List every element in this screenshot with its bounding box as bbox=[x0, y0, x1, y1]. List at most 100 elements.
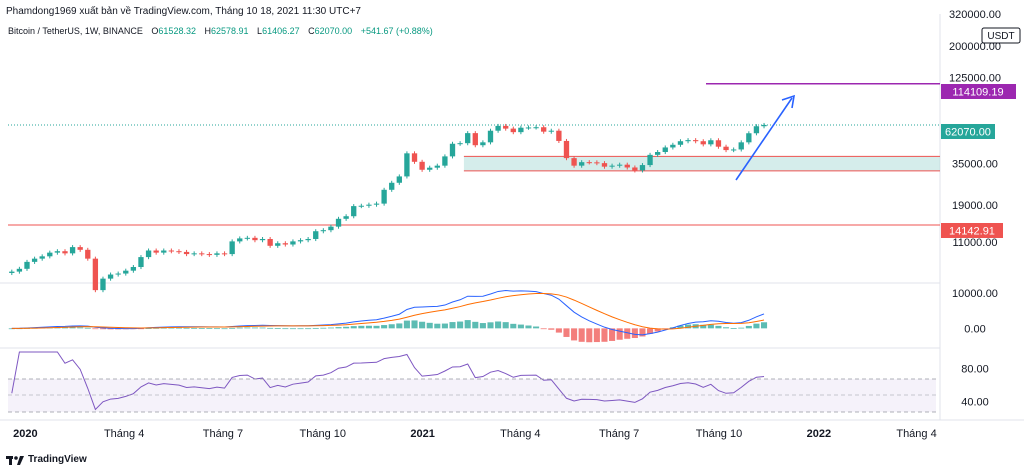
macd-histogram-bar bbox=[168, 327, 175, 329]
macd-histogram-bar bbox=[533, 326, 540, 329]
low-label: L bbox=[257, 26, 263, 36]
signal-line bbox=[11, 293, 765, 330]
high-value: 62578.91 bbox=[210, 26, 249, 36]
macd-histogram-bar bbox=[327, 327, 334, 329]
trend-arrow[interactable] bbox=[735, 94, 796, 181]
rsi-axis[interactable]: 80.00 40.00 bbox=[961, 364, 989, 409]
candle-body bbox=[738, 142, 744, 150]
macd-histogram-bar bbox=[738, 327, 745, 329]
macd-histogram-bar bbox=[555, 328, 562, 333]
symbol-name[interactable]: Bitcoin / TetherUS, 1W, BINANCE bbox=[8, 26, 143, 36]
candle-body bbox=[297, 240, 304, 242]
macd-histogram-bar bbox=[715, 325, 722, 329]
tradingview-brand: TradingView bbox=[28, 454, 87, 465]
time-axis[interactable]: 2020 Tháng 4 Tháng 7 Tháng 10 2021 Tháng 4 Thá… bbox=[13, 428, 937, 440]
macd-histogram-bar bbox=[8, 328, 15, 330]
candle-body bbox=[183, 251, 190, 255]
candle-body bbox=[252, 237, 258, 241]
macd-histogram-bar bbox=[502, 322, 509, 329]
rsi-pane[interactable] bbox=[11, 351, 765, 411]
candle-body bbox=[472, 133, 478, 146]
macd-histogram-bar bbox=[282, 328, 289, 330]
macd-axis[interactable]: 10000.00 0.00 bbox=[952, 288, 998, 335]
candle-body bbox=[692, 140, 699, 142]
macd-histogram-bar bbox=[609, 328, 616, 341]
macd-histogram-bar bbox=[571, 328, 578, 341]
candle-body bbox=[366, 204, 372, 206]
macd-histogram-bar bbox=[396, 323, 403, 329]
macd-histogram-bar bbox=[183, 327, 190, 329]
candle-body bbox=[85, 249, 91, 259]
candle-body bbox=[335, 218, 342, 227]
candle-body bbox=[753, 126, 760, 134]
macd-histogram-bar bbox=[730, 328, 737, 329]
candle-body bbox=[221, 253, 228, 255]
candle-body bbox=[389, 182, 395, 190]
svg-text:14142.91: 14142.91 bbox=[949, 226, 995, 238]
close-label: C bbox=[308, 26, 315, 36]
tradingview-logo-icon bbox=[6, 455, 24, 465]
candle-body bbox=[206, 254, 213, 256]
macd-histogram-bar bbox=[685, 324, 692, 329]
time-tick-label: Tháng 4 bbox=[104, 428, 144, 440]
macd-histogram-bar bbox=[175, 327, 183, 329]
macd-histogram-bar bbox=[760, 322, 768, 329]
macd-histogram-bar bbox=[358, 325, 365, 329]
macd-histogram-bar bbox=[335, 327, 342, 329]
svg-text:114109.19: 114109.19 bbox=[952, 87, 1003, 99]
candle-body bbox=[229, 241, 235, 255]
time-tick-label: Tháng 7 bbox=[599, 428, 639, 440]
candle-body bbox=[199, 253, 205, 255]
candle-body bbox=[571, 158, 577, 166]
candle-body bbox=[305, 238, 311, 241]
time-tick-label: 2020 bbox=[13, 428, 37, 440]
support-zone[interactable] bbox=[463, 156, 940, 171]
candle-body bbox=[100, 278, 106, 291]
candle-body bbox=[548, 130, 554, 132]
macd-histogram-bar bbox=[236, 327, 243, 329]
macd-histogram-bar bbox=[259, 327, 266, 329]
price-tick-label: 320000.00 bbox=[949, 9, 1001, 21]
macd-histogram-bar bbox=[631, 328, 638, 339]
macd-histogram-bar bbox=[441, 323, 448, 329]
candle-body bbox=[145, 250, 152, 258]
time-tick-label: Tháng 4 bbox=[896, 428, 936, 440]
macd-histogram-bar bbox=[540, 328, 547, 330]
candle-body bbox=[343, 216, 349, 219]
macd-histogram-bar bbox=[601, 328, 608, 342]
macd-histogram-bar bbox=[624, 328, 631, 339]
macd-histogram-bar bbox=[700, 324, 707, 329]
macd-histogram-bar bbox=[593, 328, 600, 343]
macd-histogram-bar bbox=[723, 327, 730, 329]
macd-histogram-bar bbox=[312, 327, 319, 329]
tradingview-logo[interactable]: TradingView bbox=[6, 454, 87, 465]
macd-histogram-bar bbox=[578, 328, 585, 342]
macd-histogram-bar bbox=[297, 328, 304, 330]
macd-pane[interactable] bbox=[8, 290, 768, 343]
candle-body bbox=[161, 250, 167, 253]
candle-body bbox=[487, 130, 494, 143]
candle-body bbox=[495, 125, 501, 131]
macd-histogram-bar bbox=[84, 327, 91, 329]
macd-histogram-bar bbox=[92, 328, 99, 330]
macd-histogram-bar bbox=[753, 323, 760, 329]
price-axis[interactable]: 320000.00 200000.00 125000.00 35000.00 19000… bbox=[949, 9, 1001, 249]
macd-histogram-bar bbox=[251, 327, 258, 329]
macd-histogram-bar bbox=[548, 328, 555, 330]
candle-body bbox=[449, 143, 456, 157]
macd-histogram-bar bbox=[472, 321, 479, 329]
macd-histogram-bar bbox=[320, 327, 327, 329]
macd-histogram-bar bbox=[434, 323, 441, 329]
currency-badge[interactable]: USDT bbox=[981, 27, 1021, 44]
candle-body bbox=[411, 153, 418, 162]
time-tick-label: Tháng 10 bbox=[300, 428, 346, 440]
candle-body bbox=[115, 273, 121, 275]
candle-body bbox=[541, 127, 547, 132]
rsi-band bbox=[8, 378, 936, 413]
candle-body bbox=[556, 130, 562, 141]
candle-body bbox=[123, 270, 129, 274]
candle-body bbox=[153, 250, 159, 253]
price-tick-label: 200000.00 bbox=[949, 41, 1001, 53]
time-tick-label: 2021 bbox=[410, 428, 434, 440]
